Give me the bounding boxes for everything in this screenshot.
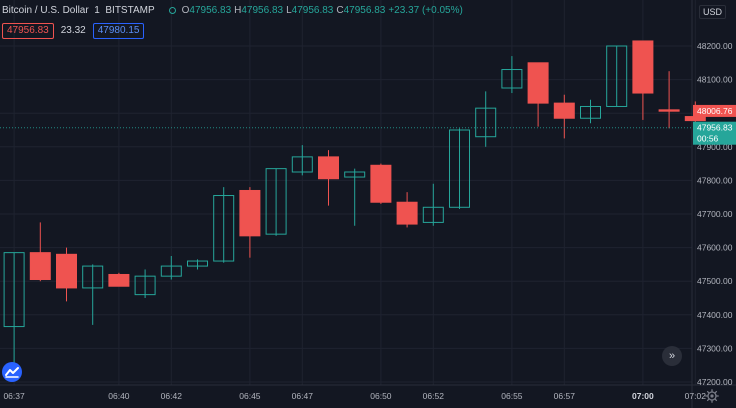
candle-body-down	[239, 189, 261, 237]
candle-body-down	[29, 252, 51, 281]
close-value: 47956.83	[343, 5, 386, 16]
candle-body-up	[265, 168, 287, 235]
candle-body-up	[344, 171, 366, 178]
ask-price-box[interactable]: 47980.15	[92, 23, 145, 39]
candle-body-up	[187, 260, 208, 267]
candle-body-up	[501, 69, 523, 89]
x-tick-label: 06:45	[239, 391, 261, 401]
candle-body-up	[3, 252, 25, 328]
open-label: O	[181, 5, 190, 16]
x-tick-label: 06:37	[3, 391, 25, 401]
bid-price-box[interactable]: 47956.83	[2, 23, 54, 39]
y-tick-label: 47400.00	[697, 310, 733, 320]
last-price-label: 47956.83	[697, 123, 733, 133]
x-tick-label: 06:50	[370, 391, 392, 401]
low-label: L	[286, 5, 292, 16]
x-tick-label: 06:47	[292, 391, 314, 401]
y-tick-label: 48100.00	[697, 75, 733, 85]
candle-body-up	[422, 206, 444, 223]
high-value: 47956.83	[241, 5, 284, 16]
y-tick-label: 47300.00	[697, 343, 733, 353]
ohlc-values: O47956.83 H47956.83 L47956.83 C47956.83 …	[182, 5, 463, 16]
candle-body-down	[527, 62, 549, 104]
x-tick-label: 06:57	[554, 391, 576, 401]
close-label: C	[336, 5, 344, 16]
last-price-label-bg	[693, 121, 736, 145]
y-tick-label: 47600.00	[697, 243, 733, 253]
y-tick-label: 48200.00	[697, 41, 733, 51]
x-tick-label: 06:55	[501, 391, 523, 401]
market-status-icon	[168, 7, 176, 14]
double-chevron-right-icon[interactable]: »	[662, 346, 682, 366]
candle-body-up	[160, 265, 182, 277]
symbol-title: Bitcoin / U.S. Dollar 1 BITSTAMP	[2, 5, 155, 16]
countdown-label: 00:56	[697, 134, 719, 144]
candle-body-down	[658, 109, 680, 112]
x-tick-label: 07:00	[632, 391, 654, 401]
y-tick-label: 47900.00	[697, 142, 733, 152]
y-tick-label: 47800.00	[697, 175, 733, 185]
currency-button[interactable]: USD	[698, 5, 726, 19]
tradingview-logo-icon[interactable]	[2, 362, 22, 382]
indicator-row: 47956.83 23.32 47980.15	[2, 23, 145, 39]
y-tick-label: 47700.00	[697, 209, 733, 219]
candle-body-up	[606, 45, 628, 107]
open-value: 47956.83	[189, 5, 232, 16]
candle-body-up	[82, 265, 104, 289]
spread-value: 23.32	[60, 25, 86, 36]
red-level-label-bg	[693, 104, 736, 117]
candle-body-up	[291, 156, 313, 173]
candle-body-down	[318, 156, 339, 180]
x-tick-label: 06:42	[161, 391, 183, 401]
red-level-label: 48006.76	[697, 106, 733, 116]
candle-body-down	[370, 164, 392, 203]
legend-row: Bitcoin / U.S. Dollar 1 BITSTAMP O47956.…	[2, 5, 463, 16]
candle-body-down	[396, 201, 418, 225]
high-label: H	[234, 5, 242, 16]
candle-body-down	[553, 102, 575, 119]
low-value: 47956.83	[291, 5, 334, 16]
candle-body-down	[108, 273, 130, 287]
y-tick-label: 47200.00	[697, 377, 733, 387]
gear-icon[interactable]	[705, 389, 719, 403]
candle-body-up	[580, 105, 601, 119]
y-tick-label: 47500.00	[697, 276, 733, 286]
candle-body-up	[213, 195, 235, 262]
change-value: +23.37 (+0.05%)	[388, 5, 463, 16]
candle-body-up	[134, 275, 156, 296]
candle-body-down	[56, 253, 77, 289]
x-tick-label: 07:02	[685, 391, 707, 401]
candle-body-up	[475, 107, 497, 138]
x-tick-label: 06:40	[108, 391, 130, 401]
x-tick-label: 06:52	[423, 391, 445, 401]
candle-body-up	[449, 129, 470, 208]
candle-body-down	[632, 40, 654, 94]
